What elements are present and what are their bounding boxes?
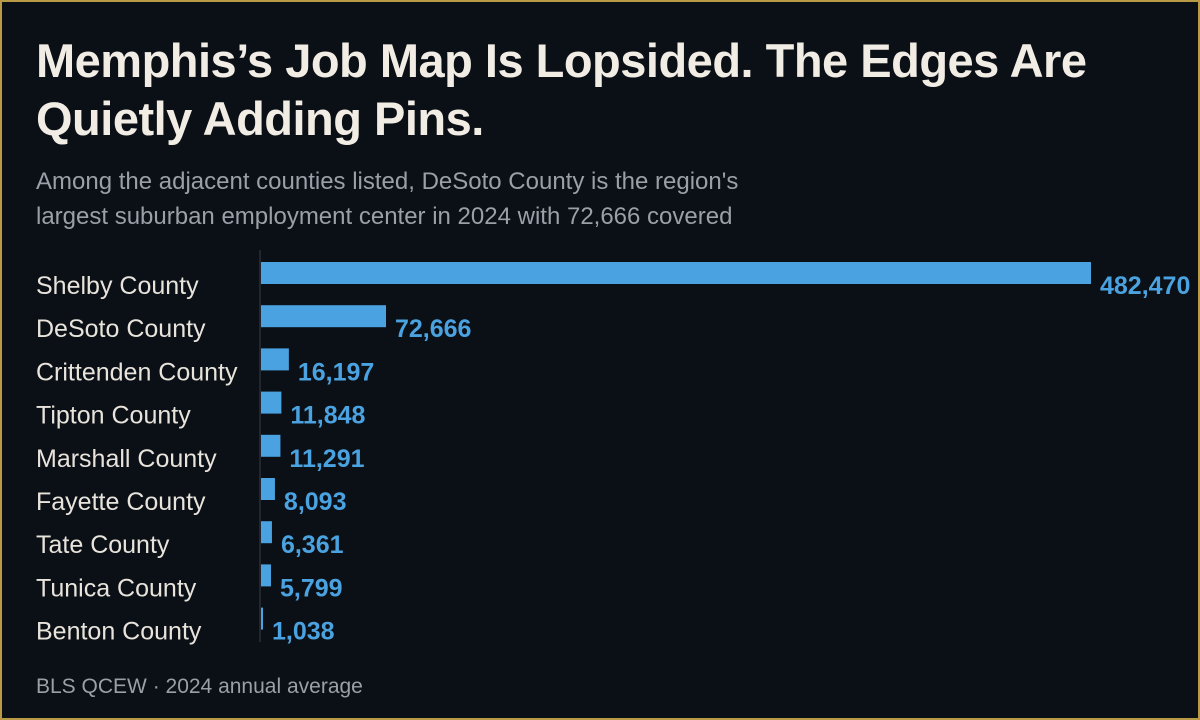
category-label-tate-county: Tate County [36,531,170,559]
bar-tate-county [261,521,272,544]
category-label-marshall-county: Marshall County [36,445,217,473]
category-label-benton-county: Benton County [36,618,202,646]
source-note: BLS QCEW · 2024 annual average [36,675,363,698]
value-label-tate-county: 6,361 [281,531,344,559]
category-label-crittenden-county: Crittenden County [36,358,238,386]
category-label-fayette-county: Fayette County [36,488,206,516]
bar-desoto-county [261,305,387,328]
category-label-desoto-county: DeSoto County [36,315,206,343]
bar-tipton-county [261,391,282,414]
category-label-tipton-county: Tipton County [36,402,191,430]
bar-marshall-county [261,434,281,457]
chart-title: Memphis’s Job Map Is Lopsided. The Edges… [36,34,1087,145]
value-label-crittenden-county: 16,197 [298,358,374,386]
bar-fayette-county [261,478,275,500]
chart-subtitle: Among the adjacent counties listed, DeSo… [36,168,739,230]
value-label-shelby-county: 482,470 [1100,272,1190,300]
value-label-desoto-county: 72,666 [395,315,471,343]
category-label-shelby-county: Shelby County [36,272,199,300]
value-label-fayette-county: 8,093 [284,488,347,516]
bar-benton-county [261,607,263,630]
value-label-benton-county: 1,038 [272,618,335,646]
bar-tunica-county [261,564,271,587]
bar-shelby-county [261,262,1091,284]
value-label-tipton-county: 11,848 [290,402,365,430]
value-label-tunica-county: 5,799 [280,574,343,602]
value-label-marshall-county: 11,291 [289,445,364,473]
category-label-tunica-county: Tunica County [36,574,197,602]
bar-crittenden-county [261,348,289,371]
